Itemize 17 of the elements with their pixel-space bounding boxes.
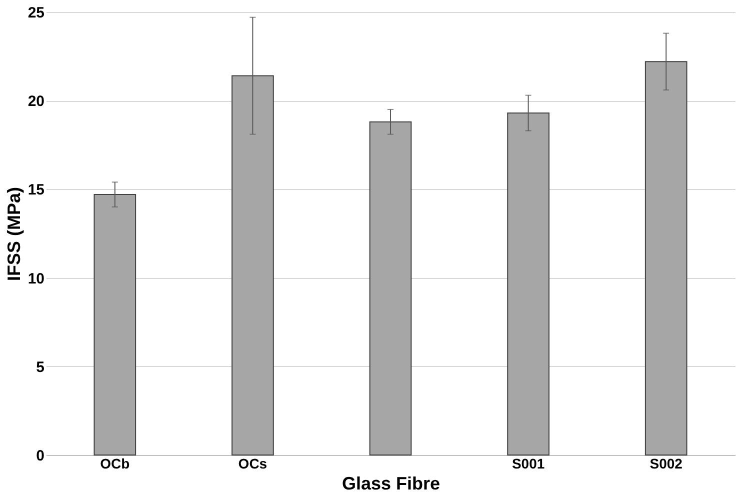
x-tick-label: OCb [100, 456, 130, 472]
bar [369, 121, 412, 456]
x-tick-label: S001 [512, 456, 545, 472]
y-axis-title: IFSS (MPa) [4, 186, 24, 282]
y-tick-label: 25 [28, 4, 44, 22]
x-tick-label: S002 [650, 456, 683, 472]
y-tick-label: 5 [36, 358, 44, 376]
x-tick-label: OCs [238, 456, 268, 472]
x-axis-title: Glass Fibre [342, 474, 440, 494]
bar [644, 61, 688, 456]
bar [507, 112, 550, 456]
y-tick-label: 0 [36, 448, 44, 464]
y-tick-label: 10 [28, 270, 44, 288]
y-tick-label: 15 [28, 182, 44, 199]
y-tick-label: 20 [28, 93, 44, 110]
bar [94, 194, 136, 456]
bar [232, 75, 274, 456]
